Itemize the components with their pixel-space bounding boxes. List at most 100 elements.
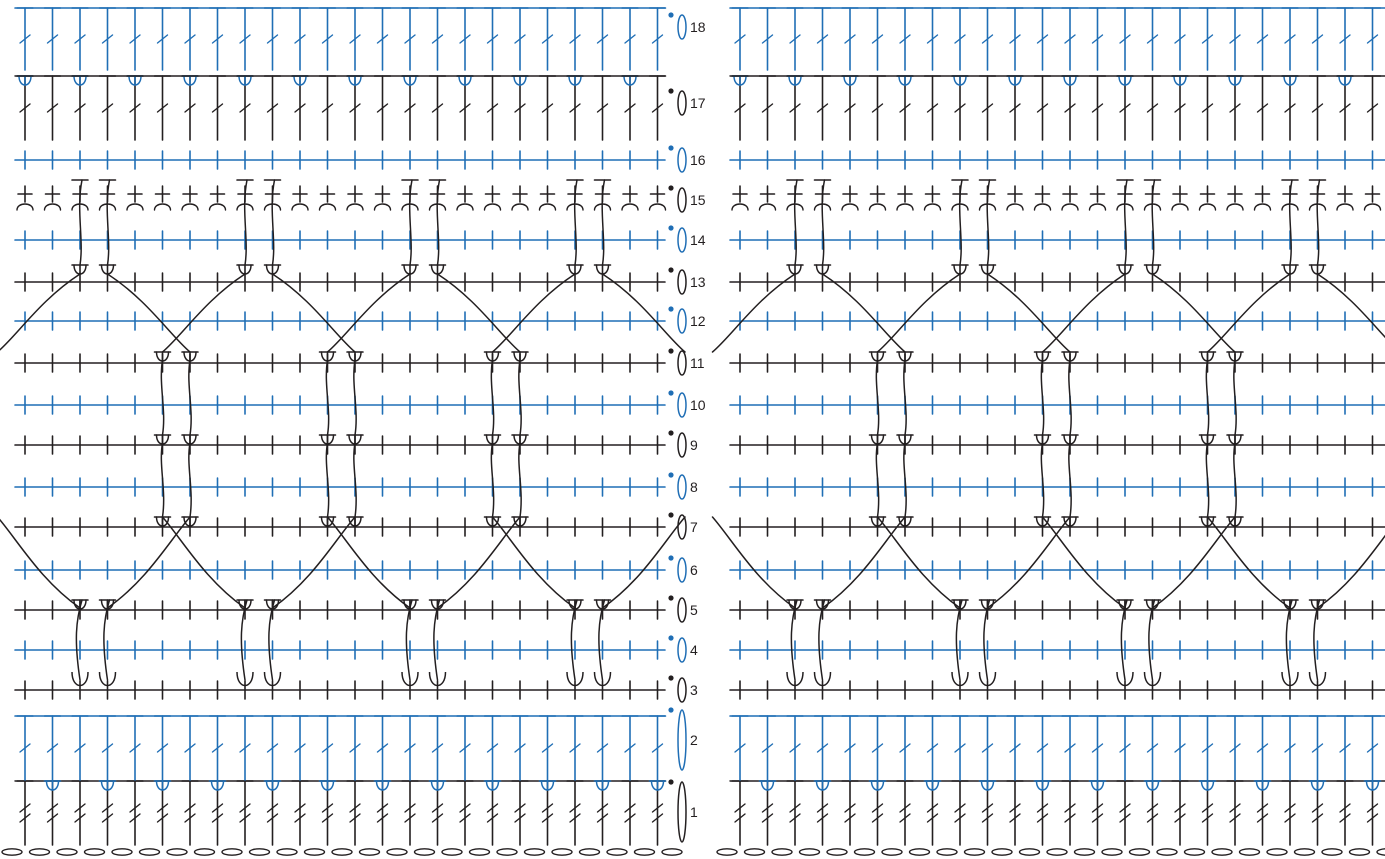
long-loop-stitch [268, 599, 276, 681]
long-loop-stitch [601, 179, 606, 266]
chain-stitch [1046, 848, 1068, 856]
double-crochet [263, 75, 282, 141]
chain-stitch [166, 848, 188, 856]
row-start-dot [668, 675, 674, 681]
double-crochet [401, 715, 419, 781]
double-crochet [126, 7, 144, 71]
long-loop-stitch [821, 179, 826, 266]
chain-stitch [1293, 848, 1316, 856]
double-crochet [16, 780, 34, 846]
turning-chain [677, 432, 687, 458]
treble-crochet-post [566, 671, 584, 687]
front-post-stitch [126, 75, 144, 86]
double-crochet [1308, 715, 1327, 781]
treble-crochet-post [428, 671, 447, 687]
turning-chain [677, 597, 687, 623]
long-loop-stitch [598, 599, 606, 681]
front-post-stitch [181, 75, 199, 86]
double-crochet [868, 715, 887, 781]
double-crochet [346, 7, 364, 71]
diagonal-post [491, 273, 576, 353]
front-post-stitch [978, 780, 997, 791]
double-crochet [731, 715, 749, 781]
front-post-stitch [428, 780, 447, 791]
back-post-stitch [1226, 185, 1244, 211]
double-crochet [841, 715, 859, 781]
row-start-dot [668, 512, 674, 518]
row-start-dot [668, 267, 674, 273]
treble-crochet-post [813, 671, 832, 687]
chain-stitch [771, 848, 793, 856]
long-loop-stitch [1233, 359, 1237, 436]
long-loop-stitch [790, 599, 798, 681]
double-crochet [208, 7, 227, 71]
double-crochet [978, 7, 997, 71]
back-post-stitch [483, 185, 502, 211]
long-loop-stitch [1288, 179, 1293, 266]
double-crochet [566, 7, 584, 71]
chain-stitch [908, 848, 931, 856]
long-loop-stitch [436, 179, 441, 266]
chain-stitch [1376, 848, 1385, 856]
double-crochet [43, 7, 62, 71]
diagonal-post [436, 516, 521, 609]
chain-stitch [28, 848, 51, 856]
double-crochet [1171, 715, 1189, 781]
front-post-stitch [1143, 780, 1162, 791]
double-crochet [1088, 7, 1107, 71]
double-crochet [511, 780, 529, 846]
front-post-stitch [1116, 264, 1134, 275]
long-loop-stitch [1285, 599, 1293, 681]
long-loop-stitch [1040, 359, 1045, 436]
treble-crochet-post [401, 671, 419, 687]
diagonal-post [711, 273, 796, 353]
row-number-6: 6 [690, 562, 698, 578]
front-post-stitch [538, 780, 557, 791]
long-loop-stitch [405, 599, 413, 681]
double-crochet [181, 780, 199, 846]
double-crochet [1061, 780, 1079, 846]
long-loop-stitch [986, 179, 991, 266]
double-crochet [978, 75, 997, 141]
treble-crochet-post [593, 671, 612, 687]
treble-crochet-post [1116, 671, 1134, 687]
double-crochet [483, 715, 502, 781]
turning-chain [677, 514, 687, 540]
diagonal-post [821, 516, 906, 609]
row-number-13: 13 [690, 274, 706, 290]
chain-stitch [1211, 848, 1233, 856]
double-crochet [1253, 75, 1272, 141]
diagonal-post [1206, 516, 1291, 609]
long-loop-stitch [1205, 359, 1210, 436]
back-post-stitch [181, 185, 199, 211]
chain-stitch [881, 848, 903, 856]
chain-stitch [716, 848, 738, 856]
double-crochet [428, 7, 447, 71]
double-crochet [1336, 7, 1354, 71]
double-crochet [98, 7, 117, 71]
double-crochet [511, 715, 529, 781]
double-crochet [1198, 7, 1217, 71]
double-crochet [1088, 75, 1107, 141]
turning-chain [677, 709, 687, 771]
diagonal-post [1151, 273, 1236, 353]
row-number-5: 5 [690, 602, 698, 618]
chain-stitch [853, 848, 876, 856]
double-crochet [373, 715, 392, 781]
back-post-stitch [511, 185, 529, 211]
back-post-stitch [153, 185, 172, 211]
front-post-stitch [1336, 75, 1354, 86]
chain-stitch [936, 848, 958, 856]
double-crochet [1171, 780, 1189, 846]
row-start-dot [668, 145, 674, 151]
row-number-3: 3 [690, 682, 698, 698]
double-crochet [16, 715, 34, 781]
row-start-dot [668, 430, 674, 436]
chain-stitch [138, 848, 161, 856]
chain-stitch [633, 848, 656, 856]
double-crochet [923, 75, 942, 141]
double-crochet [236, 780, 254, 846]
double-crochet [868, 7, 887, 71]
double-crochet [1253, 715, 1272, 781]
back-post-stitch [1006, 185, 1024, 211]
